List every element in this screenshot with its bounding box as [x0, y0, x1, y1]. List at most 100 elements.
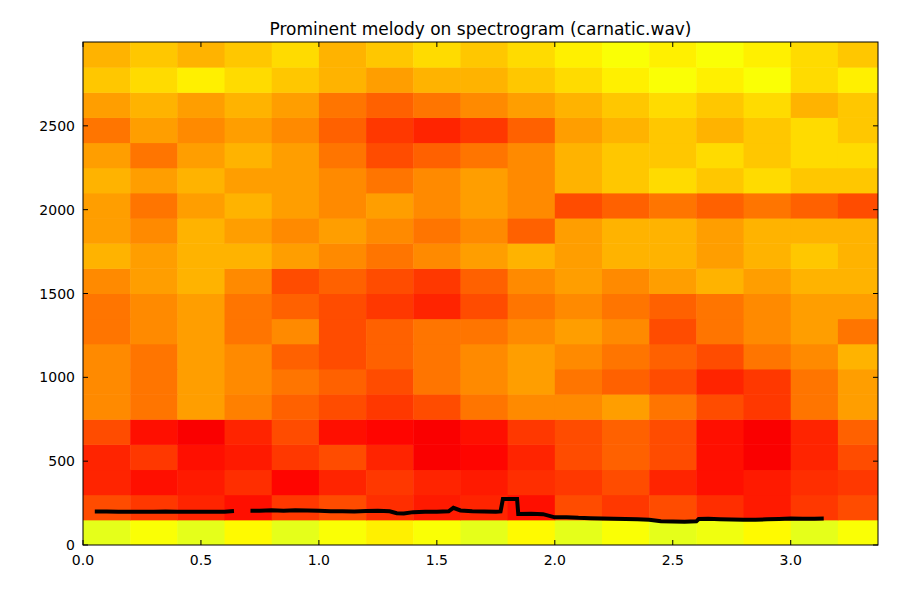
- spectrogram-cell: [319, 168, 367, 194]
- spectrogram-cell: [508, 42, 556, 68]
- spectrogram-cell: [366, 470, 414, 496]
- spectrogram-cell: [508, 67, 556, 93]
- spectrogram-cell: [272, 117, 320, 143]
- spectrogram-cell: [460, 369, 508, 395]
- spectrogram-cell: [83, 369, 131, 395]
- spectrogram-cell: [508, 369, 556, 395]
- spectrogram-cell: [508, 143, 556, 169]
- spectrogram-cell: [460, 193, 508, 219]
- spectrogram-cell: [130, 67, 178, 93]
- spectrogram-cell: [555, 117, 603, 143]
- spectrogram-cell: [602, 419, 650, 445]
- spectrogram-cell: [696, 168, 744, 194]
- spectrogram-cell: [272, 520, 320, 545]
- x-tick-label: 1.5: [426, 552, 448, 568]
- spectrogram-cell: [555, 218, 603, 244]
- spectrogram-cell: [225, 168, 273, 194]
- spectrogram-cell: [696, 67, 744, 93]
- spectrogram-cell: [83, 495, 131, 521]
- spectrogram-cell: [366, 243, 414, 269]
- spectrogram-cell: [744, 369, 792, 395]
- spectrogram-cell: [602, 520, 650, 545]
- x-tick: [790, 540, 791, 545]
- spectrogram-cell: [460, 42, 508, 68]
- spectrogram-cell: [460, 319, 508, 345]
- spectrogram-cell: [177, 444, 225, 470]
- spectrogram-cell: [649, 67, 697, 93]
- spectrogram-cell: [602, 268, 650, 294]
- spectrogram-cell: [838, 394, 878, 420]
- spectrogram-cell: [83, 520, 131, 545]
- spectrogram-cell: [555, 243, 603, 269]
- spectrogram-cell: [319, 394, 367, 420]
- spectrogram-cell: [508, 218, 556, 244]
- spectrogram-cell: [555, 67, 603, 93]
- spectrogram-cell: [555, 470, 603, 496]
- spectrogram-cell: [177, 319, 225, 345]
- spectrogram-cell: [413, 42, 461, 68]
- spectrogram-cell: [413, 394, 461, 420]
- spectrogram-cell: [225, 520, 273, 545]
- spectrogram-cell: [319, 143, 367, 169]
- spectrogram-cell: [83, 268, 131, 294]
- spectrogram-cell: [508, 470, 556, 496]
- y-tick: [83, 377, 88, 378]
- spectrogram-cell: [130, 294, 178, 320]
- spectrogram-cell: [649, 444, 697, 470]
- spectrogram-cell: [602, 369, 650, 395]
- spectrogram-cell: [838, 42, 878, 68]
- spectrogram-cell: [130, 243, 178, 269]
- spectrogram-cell: [272, 394, 320, 420]
- x-tick-label: 3.0: [780, 552, 802, 568]
- spectrogram-cell: [272, 193, 320, 219]
- spectrogram-cell: [225, 470, 273, 496]
- spectrogram-cell: [225, 495, 273, 521]
- spectrogram-cell: [649, 419, 697, 445]
- spectrogram-cell: [130, 394, 178, 420]
- spectrogram-cell: [649, 344, 697, 370]
- spectrogram-cell: [225, 444, 273, 470]
- spectrogram-cell: [555, 143, 603, 169]
- spectrogram-cell: [649, 369, 697, 395]
- spectrogram-cell: [272, 218, 320, 244]
- spectrogram-cell: [649, 243, 697, 269]
- x-tick-label: 0.5: [190, 552, 212, 568]
- spectrogram-cell: [319, 117, 367, 143]
- spectrogram-cell: [272, 369, 320, 395]
- spectrogram-cell: [555, 294, 603, 320]
- spectrogram-cell: [319, 193, 367, 219]
- x-tick-top: [200, 42, 201, 47]
- spectrogram-cell: [838, 495, 878, 521]
- spectrogram-cell: [83, 470, 131, 496]
- spectrogram-cell: [460, 470, 508, 496]
- spectrogram-cells: [83, 42, 878, 545]
- spectrogram-cell: [555, 444, 603, 470]
- y-tick-right: [873, 461, 878, 462]
- spectrogram-cell: [225, 42, 273, 68]
- spectrogram-cell: [413, 294, 461, 320]
- spectrogram-cell: [838, 92, 878, 118]
- x-tick-label: 2.0: [544, 552, 566, 568]
- spectrogram-cell: [413, 419, 461, 445]
- melody-line: [95, 499, 824, 522]
- spectrogram-cell: [744, 419, 792, 445]
- spectrogram-cell: [555, 520, 603, 545]
- spectrogram-cell: [83, 344, 131, 370]
- spectrogram-cell: [744, 495, 792, 521]
- spectrogram-cell: [838, 369, 878, 395]
- x-tick: [672, 540, 673, 545]
- spectrogram-cell: [130, 117, 178, 143]
- spectrogram-cell: [130, 92, 178, 118]
- spectrogram-cell: [366, 218, 414, 244]
- spectrogram-cell: [83, 294, 131, 320]
- spectrogram-cell: [791, 344, 839, 370]
- spectrogram-cell: [602, 243, 650, 269]
- spectrogram-cell: [555, 319, 603, 345]
- spectrogram-cell: [83, 143, 131, 169]
- spectrogram-cell: [838, 344, 878, 370]
- spectrogram-cell: [225, 193, 273, 219]
- spectrogram-cell: [460, 218, 508, 244]
- y-tick-label: 1000: [39, 369, 75, 385]
- spectrogram-cell: [319, 344, 367, 370]
- spectrogram-cell: [225, 394, 273, 420]
